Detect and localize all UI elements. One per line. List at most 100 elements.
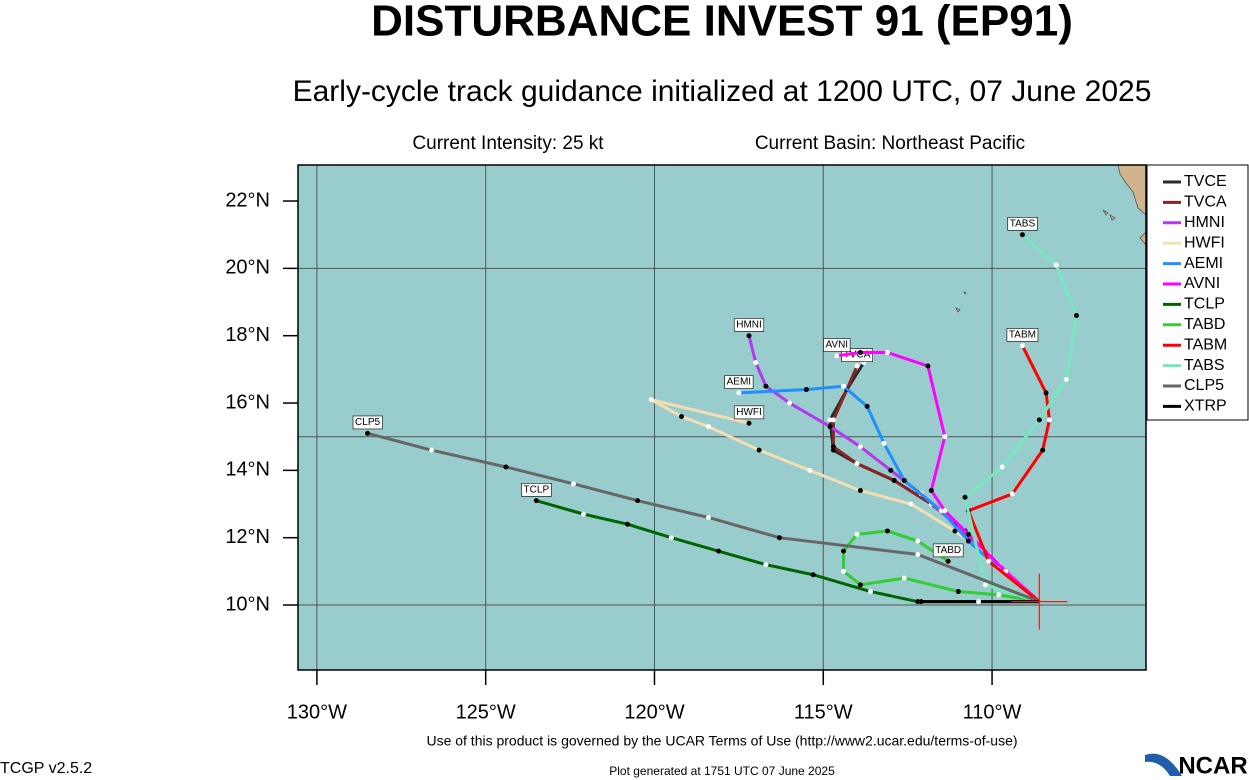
terms: Use of this product is governed by the U…	[426, 733, 1017, 749]
track-point	[787, 400, 793, 406]
track-point	[925, 363, 931, 369]
track-label: CLP5	[355, 417, 380, 428]
track-point	[999, 464, 1005, 470]
legend-label: TABD	[1184, 316, 1225, 333]
legend-label: HMNI	[1184, 214, 1225, 231]
track-point	[753, 360, 759, 366]
track-point	[763, 562, 769, 568]
version: TCGP v2.5.2	[0, 760, 92, 777]
track-line	[738, 384, 1041, 603]
track-point	[635, 498, 641, 504]
track-point	[1009, 491, 1015, 497]
track-point	[830, 444, 836, 450]
track-point	[942, 508, 948, 514]
track-label-box	[823, 338, 851, 352]
track-point	[365, 430, 371, 436]
track-label-box	[733, 405, 765, 420]
legend-label: XTRP	[1184, 398, 1227, 415]
y-tick-label: 20°N	[225, 257, 270, 279]
track-point	[581, 511, 587, 517]
track-point	[884, 528, 890, 534]
track-label: HWFI	[736, 407, 762, 418]
track-label: TABM	[1009, 329, 1036, 340]
track-label: TABS	[1010, 218, 1036, 229]
y-tick-label: 10°N	[225, 593, 270, 615]
x-tick-label: 130°W	[287, 701, 347, 723]
track-point	[716, 548, 722, 554]
track-point	[841, 383, 847, 389]
track-point	[841, 548, 847, 554]
track-point	[746, 333, 752, 339]
track-label-box	[733, 318, 765, 332]
track-point	[668, 535, 674, 541]
track-point	[952, 528, 958, 534]
track-point	[648, 397, 654, 403]
track-label-box	[1007, 217, 1038, 231]
track-point	[918, 599, 924, 605]
track-point	[841, 568, 847, 574]
track-point	[901, 477, 907, 483]
track-line	[836, 351, 1041, 603]
legend-label: TABS	[1184, 357, 1225, 374]
track-point	[429, 447, 435, 453]
track-point	[533, 498, 539, 504]
intensity: Current Intensity: 25 kt	[412, 133, 604, 154]
legend-label: HWFI	[1184, 234, 1225, 251]
x-tick-label: 115°W	[794, 701, 853, 723]
track-point	[803, 387, 809, 393]
track-point	[705, 424, 711, 430]
track-point	[864, 403, 870, 409]
track-point	[624, 521, 630, 527]
legend-label: AEMI	[1184, 255, 1223, 272]
track-point	[570, 481, 576, 487]
track-label: TVCA	[844, 350, 871, 361]
track-point	[1036, 417, 1042, 423]
track-point	[776, 535, 782, 541]
track-label-box	[932, 543, 964, 558]
track-point	[827, 424, 833, 430]
track-point	[705, 514, 711, 520]
track-point	[1043, 390, 1049, 396]
legend-label: TABM	[1184, 336, 1227, 353]
logo-mark	[1145, 753, 1182, 776]
track-label-box	[1006, 328, 1039, 342]
track-point	[857, 444, 863, 450]
track-point	[868, 589, 874, 595]
track-label: TCLP	[524, 484, 550, 495]
islands	[955, 209, 1116, 313]
track-point	[982, 582, 988, 588]
track-point	[891, 477, 897, 483]
legend	[1146, 164, 1249, 421]
track-point	[736, 390, 742, 396]
track-point	[807, 467, 813, 473]
track-point	[854, 461, 860, 467]
track-point	[678, 413, 684, 419]
track-point	[1046, 417, 1052, 423]
track-point	[1040, 447, 1046, 453]
track-point	[881, 440, 887, 446]
track-point	[857, 488, 863, 494]
track-point	[1073, 312, 1079, 318]
track-point	[763, 383, 769, 389]
track-point	[901, 575, 907, 581]
chart-title: DISTURBANCE INVEST 91 (EP91)	[371, 0, 1073, 46]
legend-label: TVCA	[1184, 194, 1227, 211]
track-point	[756, 447, 762, 453]
legend-label: AVNI	[1184, 275, 1220, 292]
track-point	[962, 494, 968, 500]
track-point	[955, 589, 961, 595]
logo: NCAR	[1178, 752, 1247, 779]
y-tick-label: 16°N	[225, 391, 270, 413]
track-label: TABD	[935, 545, 961, 556]
track-label-box	[352, 415, 383, 430]
track-point	[503, 464, 509, 470]
track-point	[746, 420, 752, 426]
track-point	[857, 350, 863, 356]
y-tick-label: 18°N	[225, 324, 270, 346]
track-point	[857, 582, 863, 588]
track-label-box	[521, 482, 552, 497]
track-point	[942, 434, 948, 440]
track-label: AVNI	[825, 340, 848, 351]
generated: Plot generated at 1751 UTC 07 June 2025	[609, 764, 835, 778]
track-point	[854, 363, 860, 369]
